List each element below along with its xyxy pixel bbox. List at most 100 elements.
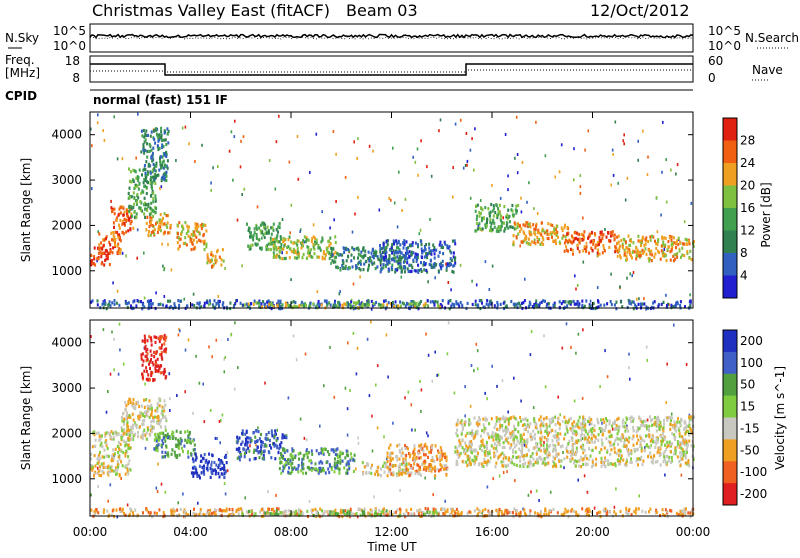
echo-cell	[147, 181, 149, 184]
echo-cell	[494, 442, 496, 445]
echo-cell	[417, 452, 419, 455]
echo-cell	[159, 398, 161, 401]
echo-cell	[484, 206, 486, 209]
echo-cell	[144, 297, 146, 300]
echo-cell	[292, 242, 294, 245]
echo-cell	[314, 243, 316, 246]
echo-cell	[293, 334, 295, 337]
echo-cell	[94, 464, 96, 467]
echo-cell	[254, 231, 256, 234]
echo-cell	[117, 466, 119, 469]
echo-cell	[149, 378, 151, 381]
echo-cell	[561, 237, 563, 240]
noise-right-tick-top: 10^5	[708, 24, 741, 38]
echo-cell	[265, 438, 267, 441]
echo-cell	[393, 239, 395, 242]
freq-left-tick-top: 18	[65, 54, 80, 68]
echo-cell	[656, 196, 658, 199]
echo-cell	[428, 463, 430, 466]
echo-cell	[162, 416, 164, 419]
echo-cell	[677, 163, 679, 166]
echo-cell	[136, 201, 138, 204]
echo-cell	[610, 300, 612, 303]
echo-cell	[661, 303, 663, 306]
echo-cell	[391, 258, 393, 261]
echo-cell	[404, 270, 406, 273]
echo-cell	[139, 411, 141, 414]
echo-cell	[334, 457, 336, 460]
echo-cell	[152, 197, 154, 200]
echo-cell	[515, 208, 517, 211]
echo-cell	[249, 235, 251, 238]
echo-cell	[164, 434, 166, 437]
echo-cell	[444, 243, 446, 246]
echo-cell	[118, 441, 120, 444]
echo-cell	[133, 406, 135, 409]
echo-cell	[117, 460, 119, 463]
echo-cell	[421, 463, 423, 466]
echo-cell	[533, 406, 535, 409]
echo-cell	[380, 254, 382, 257]
echo-cell	[127, 421, 129, 424]
echo-cell	[641, 241, 643, 244]
echo-cell	[125, 418, 127, 421]
echo-cell	[352, 231, 354, 234]
echo-cell	[420, 443, 422, 446]
echo-cell	[404, 447, 406, 450]
echo-cell	[248, 302, 250, 305]
echo-cell	[588, 447, 590, 450]
echo-cell	[158, 337, 160, 340]
echo-cell	[419, 466, 421, 469]
echo-cell	[434, 252, 436, 255]
echo-cell	[129, 228, 131, 231]
echo-cell	[524, 444, 526, 447]
echo-cell	[544, 436, 546, 439]
echo-cell	[662, 243, 664, 246]
echo-cell	[145, 447, 147, 450]
echo-cell	[667, 240, 669, 243]
echo-cell	[335, 304, 337, 307]
echo-cell	[334, 396, 336, 399]
echo-cell	[507, 209, 509, 212]
echo-cell	[270, 456, 272, 459]
echo-cell	[627, 430, 629, 433]
echo-cell	[642, 252, 644, 255]
echo-cell	[477, 227, 479, 230]
echo-cell	[205, 229, 207, 232]
echo-cell	[156, 174, 158, 177]
echo-cell	[401, 447, 403, 450]
echo-cell	[620, 450, 622, 453]
echo-cell	[493, 207, 495, 210]
echo-cell	[667, 248, 669, 251]
echo-cell	[594, 507, 596, 510]
echo-cell	[373, 262, 375, 265]
echo-cell	[113, 239, 115, 242]
echo-cell	[279, 251, 281, 254]
echo-cell	[222, 248, 224, 251]
echo-cell	[316, 239, 318, 242]
echo-cell	[671, 456, 673, 459]
echo-cell	[350, 452, 352, 455]
echo-cell	[425, 252, 427, 255]
echo-cell	[173, 302, 175, 305]
echo-cell	[159, 432, 161, 435]
echo-cell	[160, 213, 162, 216]
echo-cell	[152, 176, 154, 179]
echo-cell	[134, 186, 136, 189]
echo-cell	[128, 438, 130, 441]
echo-cell	[164, 404, 166, 407]
echo-cell	[146, 370, 148, 373]
echo-cell	[399, 489, 401, 492]
echo-cell	[604, 249, 606, 252]
echo-cell	[486, 224, 488, 227]
echo-cell	[645, 420, 647, 423]
echo-cell	[190, 238, 192, 241]
echo-cell	[522, 418, 524, 421]
echo-cell	[161, 439, 163, 442]
echo-cell	[160, 303, 162, 306]
echo-cell	[534, 437, 536, 440]
echo-cell	[110, 232, 112, 235]
echo-cell	[101, 463, 103, 466]
echo-cell	[210, 463, 212, 466]
echo-cell	[564, 250, 566, 253]
